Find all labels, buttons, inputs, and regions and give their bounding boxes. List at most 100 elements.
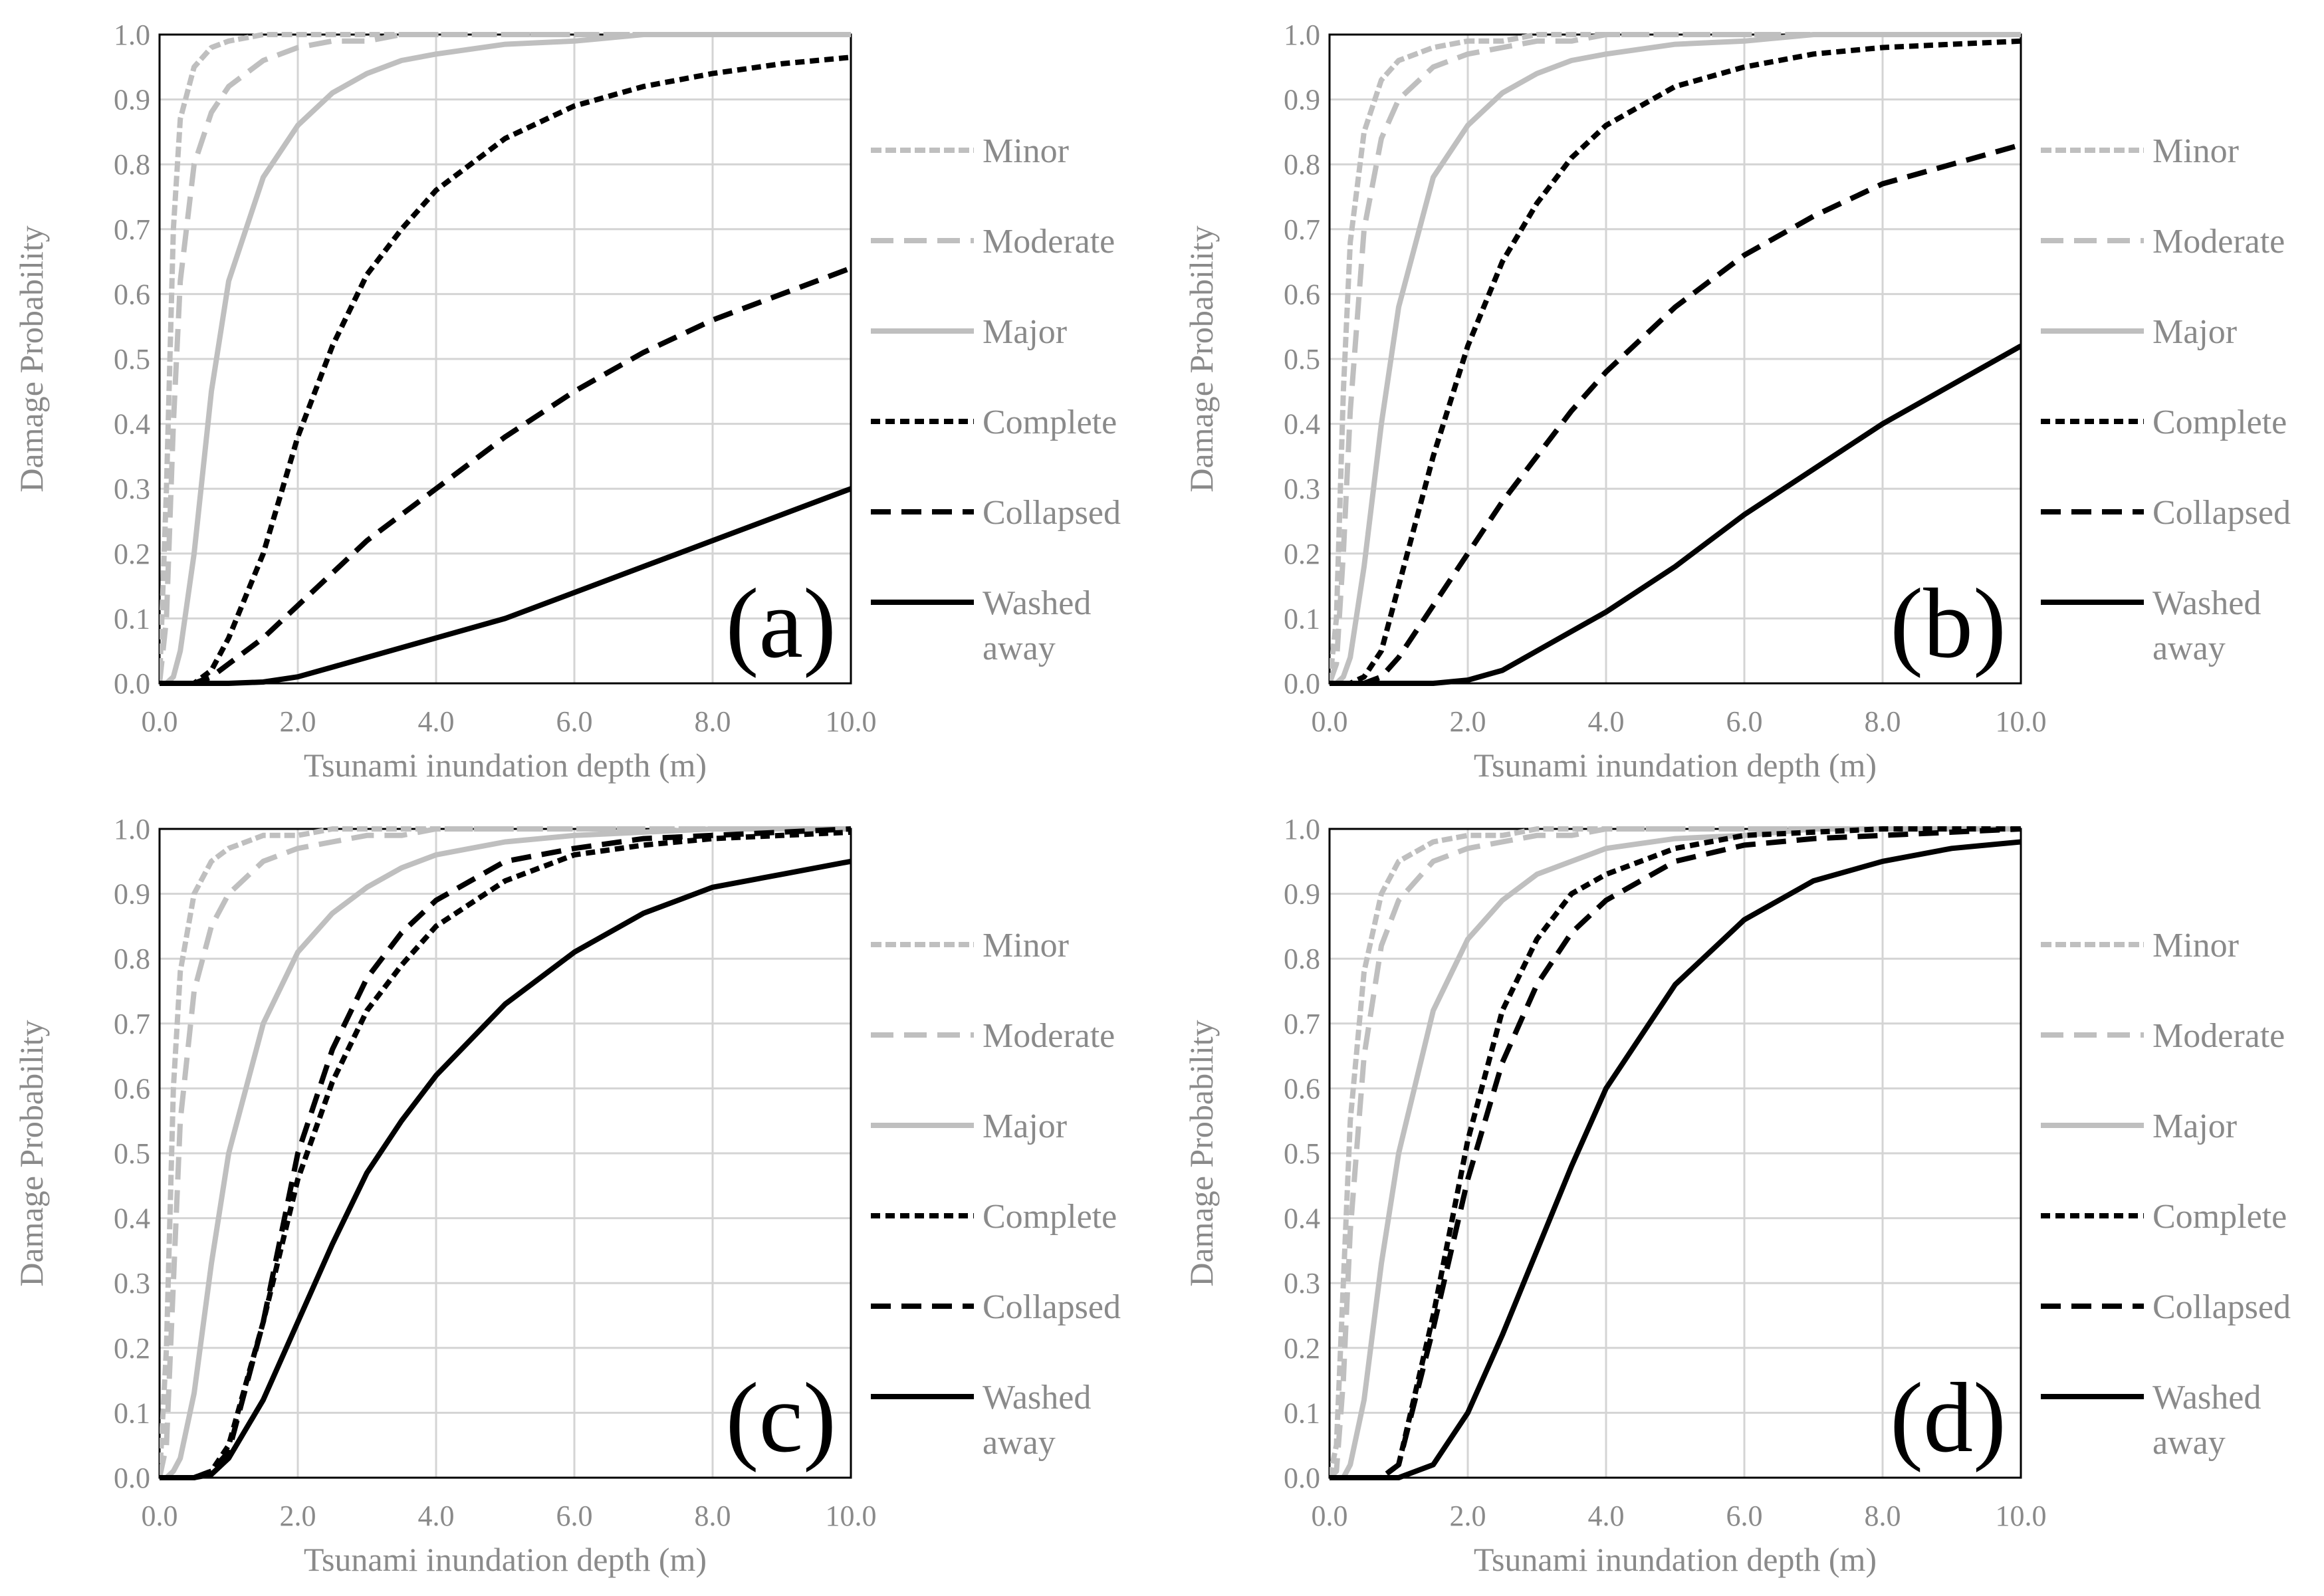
x-tick-label: 8.0 bbox=[695, 1500, 731, 1532]
chart-svg: 0.0 0.1 0.2 0.3 0.4 0.5 0.6 0.7 0.8 0.9 1.0 0.0 2.0 4… bbox=[1183, 19, 2291, 784]
y-tick-label: 0.3 bbox=[114, 1267, 150, 1300]
legend-label: Minor bbox=[983, 132, 1069, 170]
legend-label: Minor bbox=[983, 927, 1069, 965]
y-tick-label: 0.5 bbox=[1284, 343, 1320, 376]
x-tick-label: 4.0 bbox=[1588, 705, 1625, 738]
y-axis-label: Damage Probability bbox=[1183, 225, 1220, 492]
x-tick-label: 6.0 bbox=[1726, 705, 1763, 738]
panel-label: (b) bbox=[1890, 568, 2006, 679]
y-tick-label: 0.0 bbox=[1284, 1462, 1320, 1494]
x-tick-label: 6.0 bbox=[1726, 1500, 1763, 1532]
y-tick-label: 0.7 bbox=[1284, 213, 1320, 246]
series-line-minor bbox=[1330, 32, 2021, 684]
series-line-washed bbox=[1330, 344, 2021, 686]
y-tick-label: 0.4 bbox=[1284, 1202, 1320, 1235]
x-axis-label: Tsunami inundation depth (m) bbox=[304, 1541, 707, 1578]
y-axis-label: Damage Probability bbox=[1183, 1020, 1220, 1286]
y-tick-label: 0.3 bbox=[1284, 473, 1320, 505]
series-line-major bbox=[1330, 826, 2021, 1480]
x-tick-label: 0.0 bbox=[142, 705, 178, 738]
series-line-minor bbox=[160, 826, 851, 1478]
legend-label: Moderate bbox=[2152, 1017, 2285, 1055]
y-axis-label: Damage Probability bbox=[13, 1020, 50, 1286]
x-tick-label: 4.0 bbox=[1588, 1500, 1625, 1532]
series-line-washed bbox=[160, 486, 851, 686]
x-tick-label: 8.0 bbox=[1865, 1500, 1901, 1532]
y-tick-label: 0.4 bbox=[114, 408, 150, 441]
y-tick-label: 0.8 bbox=[114, 943, 150, 975]
series-line-moderate bbox=[1330, 826, 2021, 1480]
y-tick-label: 0.8 bbox=[114, 148, 150, 181]
legend-label: Collapsed bbox=[983, 494, 1121, 532]
x-tick-label: 2.0 bbox=[280, 1500, 316, 1532]
chart-panel-b: 0.0 0.1 0.2 0.3 0.4 0.5 0.6 0.7 0.8 0.9 1.0 0.0 2.0 4… bbox=[1170, 0, 2324, 791]
y-tick-label: 0.5 bbox=[114, 343, 150, 376]
series-line-major bbox=[160, 826, 851, 1480]
x-axis-label: Tsunami inundation depth (m) bbox=[1474, 746, 1877, 784]
y-tick-label: 0.3 bbox=[114, 473, 150, 505]
legend-label: Major bbox=[2152, 1107, 2237, 1145]
y-tick-label: 1.0 bbox=[114, 813, 150, 846]
y-tick-label: 0.9 bbox=[114, 84, 150, 116]
y-tick-label: 0.0 bbox=[1284, 667, 1320, 700]
legend-label: Washed away bbox=[983, 1379, 1091, 1462]
y-tick-label: 0.1 bbox=[1284, 1397, 1320, 1429]
series-line-minor bbox=[160, 32, 851, 684]
series-line-collapsed bbox=[1330, 826, 2021, 1480]
legend-label: Major bbox=[2152, 313, 2237, 351]
legend-label: Complete bbox=[983, 403, 1117, 441]
y-tick-label: 0.2 bbox=[1284, 1332, 1320, 1365]
x-tick-label: 0.0 bbox=[1312, 705, 1348, 738]
panel-label: (d) bbox=[1890, 1363, 2006, 1473]
series-line-collapsed bbox=[160, 265, 851, 686]
series-line-moderate bbox=[160, 826, 851, 1478]
legend-label: Minor bbox=[2152, 927, 2239, 965]
legend-label: Moderate bbox=[983, 1017, 1115, 1055]
y-tick-label: 0.7 bbox=[114, 1008, 150, 1040]
y-tick-label: 0.2 bbox=[114, 1332, 150, 1365]
y-tick-label: 0.3 bbox=[1284, 1267, 1320, 1300]
series-line-moderate bbox=[1330, 32, 2021, 685]
series-line-major bbox=[1330, 32, 2021, 686]
legend-label: Moderate bbox=[2152, 223, 2285, 261]
legend-label: Washed away bbox=[983, 584, 1091, 667]
y-tick-label: 0.6 bbox=[1284, 1072, 1320, 1105]
x-axis-label: Tsunami inundation depth (m) bbox=[1474, 1541, 1877, 1578]
y-tick-label: 0.2 bbox=[114, 538, 150, 570]
chart-panel-d: 0.0 0.1 0.2 0.3 0.4 0.5 0.6 0.7 0.8 0.9 1.0 0.0 2.0 4… bbox=[1170, 794, 2324, 1585]
x-tick-label: 0.0 bbox=[142, 1500, 178, 1532]
x-tick-label: 6.0 bbox=[556, 1500, 593, 1532]
legend-label: Collapsed bbox=[983, 1288, 1121, 1326]
y-tick-label: 0.0 bbox=[114, 1462, 150, 1494]
legend-label: Collapsed bbox=[2152, 494, 2291, 532]
y-tick-label: 0.4 bbox=[114, 1202, 150, 1235]
y-tick-label: 1.0 bbox=[1284, 813, 1320, 846]
y-tick-label: 0.6 bbox=[1284, 278, 1320, 310]
y-tick-label: 0.2 bbox=[1284, 538, 1320, 570]
y-tick-label: 0.9 bbox=[1284, 84, 1320, 116]
legend-label: Washed away bbox=[2152, 1379, 2261, 1462]
chart-panel-c: 0.0 0.1 0.2 0.3 0.4 0.5 0.6 0.7 0.8 0.9 1.0 0.0 2.0 4… bbox=[0, 794, 1154, 1585]
x-tick-label: 4.0 bbox=[418, 1500, 455, 1532]
x-tick-label: 2.0 bbox=[1450, 705, 1486, 738]
series-line-collapsed bbox=[160, 826, 851, 1480]
legend-label: Complete bbox=[2152, 403, 2287, 441]
y-tick-label: 0.1 bbox=[1284, 602, 1320, 635]
chart-svg: 0.0 0.1 0.2 0.3 0.4 0.5 0.6 0.7 0.8 0.9 1.0 0.0 2.0 4… bbox=[13, 813, 1121, 1578]
legend-label: Major bbox=[983, 1107, 1067, 1145]
legend-label: Major bbox=[983, 313, 1067, 351]
panel-label: (a) bbox=[726, 568, 836, 679]
legend-label: Minor bbox=[2152, 132, 2239, 170]
x-tick-label: 4.0 bbox=[418, 705, 455, 738]
y-tick-label: 0.5 bbox=[1284, 1137, 1320, 1170]
x-tick-label: 10.0 bbox=[826, 1500, 877, 1532]
y-tick-label: 1.0 bbox=[114, 19, 150, 51]
y-tick-label: 0.9 bbox=[114, 878, 150, 911]
series-line-washed bbox=[160, 858, 851, 1480]
chart-svg: 0.0 0.1 0.2 0.3 0.4 0.5 0.6 0.7 0.8 0.9 1.0 0.0 2.0 4… bbox=[1183, 813, 2291, 1578]
chart-svg: 0.0 0.1 0.2 0.3 0.4 0.5 0.6 0.7 0.8 0.9 1.0 0.0 2.0 4… bbox=[13, 19, 1121, 784]
x-tick-label: 8.0 bbox=[695, 705, 731, 738]
y-tick-label: 0.7 bbox=[114, 213, 150, 246]
legend-label: Complete bbox=[2152, 1198, 2287, 1236]
legend-label: Complete bbox=[983, 1198, 1117, 1236]
